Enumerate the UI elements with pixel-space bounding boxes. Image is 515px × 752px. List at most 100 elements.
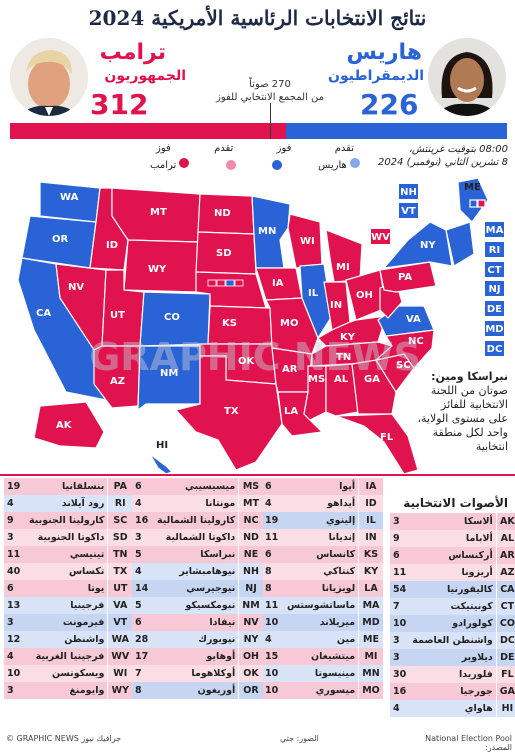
ev-state-name: نيوهامبشاير <box>179 566 236 577</box>
ev-votes: 4 <box>135 566 142 577</box>
label-GA: GA <box>364 374 380 385</box>
ev-row-IN: 11 إنديانا IN <box>262 529 383 546</box>
trump-votes: 312 <box>90 88 149 121</box>
ev-votes: 3 <box>393 635 400 646</box>
label-NY: NY <box>420 240 436 251</box>
label-MI: MI <box>336 262 350 273</box>
ev-abbr: NH <box>238 563 263 580</box>
label-AK: AK <box>56 420 73 431</box>
ev-abbr: FL <box>495 666 515 683</box>
ev-row-VA: 13 فرجينيا VA <box>4 597 133 614</box>
ev-abbr: OH <box>238 648 263 665</box>
ev-row-NH: 4 نيوهامبشاير NH <box>132 563 263 580</box>
ev-row-ID: 4 أيداهو ID <box>262 495 383 512</box>
ev-votes: 30 <box>393 669 407 680</box>
ev-state-name: مينيسوتا <box>314 668 356 679</box>
ev-votes: 3 <box>7 532 14 543</box>
ev-votes: 28 <box>135 634 149 645</box>
ev-votes: 5 <box>135 549 142 560</box>
label-WY: WY <box>148 264 167 275</box>
ev-state-name: ميسيسيبي <box>184 481 236 492</box>
ev-row-UT: 6 يوتا UT <box>4 580 133 597</box>
badge-CT: CT <box>484 261 505 278</box>
ev-row-NE: 5 نبراسكا NE <box>132 546 263 563</box>
badge-NJ: NJ <box>484 280 505 297</box>
ev-votes: 6 <box>135 617 142 628</box>
ev-state-name: ميسوري <box>315 685 356 696</box>
timestamp-date: 8 تشرين الثاني (نوفمبر) 2024 <box>377 157 508 168</box>
ev-votes: 3 <box>7 685 14 696</box>
ev-abbr: NJ <box>238 580 263 597</box>
threshold-count: 270 صوتاً <box>249 79 291 90</box>
ev-row-KY: 8 كنتاكي KY <box>262 563 383 580</box>
badge-RI: RI <box>484 241 505 258</box>
ev-votes: 10 <box>265 685 279 696</box>
label-PA: PA <box>398 272 412 283</box>
label-OH: OH <box>356 290 373 301</box>
nebraska-maine-title: نبراسكا ومين: <box>431 370 508 383</box>
ev-state-name: نيويورك <box>198 634 236 645</box>
ev-abbr: SD <box>107 529 133 546</box>
ev-abbr: WY <box>107 682 133 699</box>
ev-abbr: TN <box>107 546 133 563</box>
label-MT: MT <box>150 207 167 218</box>
ev-votes: 11 <box>393 567 407 578</box>
ev-row-CO: 10 كولورادو CO <box>390 615 515 632</box>
ev-state-name: أوكلاهوما <box>191 668 236 679</box>
ev-abbr: MA <box>358 597 383 614</box>
nebraska-maine-line: على مستوى الولاية، <box>417 412 508 425</box>
ev-state-name: جورجيا <box>460 686 493 697</box>
ev-state-name: واشنطن <box>64 634 105 645</box>
ev-state-name: داكوتا الجنوبية <box>37 532 105 543</box>
ev-abbr: IA <box>358 478 383 495</box>
ev-votes: 6 <box>265 481 272 492</box>
label-ND: ND <box>214 208 231 219</box>
ev-votes: 10 <box>265 668 279 679</box>
ev-row-NY: 28 نيويورك NY <box>132 631 263 648</box>
maine-district-2 <box>477 199 486 208</box>
ev-state-name: فيرمونت <box>62 617 105 628</box>
ev-row-MA: 11 ماساتشوستس MA <box>262 597 383 614</box>
ev-row-OK: 7 أوكلاهوما OK <box>132 665 263 682</box>
ev-abbr: UT <box>107 580 133 597</box>
threshold-label: 270 صوتاً من المجمع الانتخابي للفوز <box>210 78 330 104</box>
ev-row-VT: 3 فيرمونت VT <box>4 614 133 631</box>
nebraska-maine-line: انتخابية <box>475 440 508 453</box>
ev-abbr: KY <box>358 563 383 580</box>
threshold-sublabel: من المجمع الانتخابي للفوز <box>216 92 324 103</box>
ev-abbr: OR <box>238 682 263 699</box>
ev-row-IL: 19 إلينوي IL <box>262 512 383 529</box>
nebraska-districts <box>207 279 244 287</box>
ev-abbr: NY <box>238 631 263 648</box>
us-map: GRAPHIC NEWS WA OR CA NV ID MT WY UT AZ … <box>17 177 489 475</box>
timestamp: 08:00 بتوقيت غرينتش، 8 تشرين الثاني (نوف… <box>368 143 508 169</box>
ev-row-DC: 3 واشنطن العاصمة DC <box>390 632 515 649</box>
legend-harris-win-swatch <box>271 159 282 170</box>
ev-state-name: فرجينيا الغربية <box>35 651 105 662</box>
ev-state-name: أركنساس <box>448 550 493 561</box>
ev-column-col4: 19 بنسلفانيا PA 4 رود آيلاند RI 9 كارولينا الجن… <box>4 478 133 699</box>
trump-photo <box>10 38 88 116</box>
ev-votes: 15 <box>265 651 279 662</box>
ev-state-name: ويسكونسن <box>51 668 105 679</box>
label-MN: MN <box>258 226 276 237</box>
label-VA: VA <box>406 314 421 325</box>
legend-trump-win-swatch <box>179 158 190 168</box>
nebraska-maine-line: واحد لكل منطقة <box>432 426 508 439</box>
badge-MD: MD <box>484 320 505 337</box>
nebraska-maine-note: نبراسكا ومين: صوتان من اللجنة الانتخابية… <box>404 370 508 454</box>
badge-NH: NH <box>398 183 419 200</box>
ev-row-ME: 4 مين ME <box>262 631 383 648</box>
ev-row-WY: 3 وايومنغ WY <box>4 682 133 699</box>
ev-votes: 40 <box>7 566 21 577</box>
label-TN: TN <box>336 352 351 363</box>
legend-win-label: فوز <box>276 143 292 154</box>
ev-state-name: كانساس <box>316 549 356 560</box>
ev-abbr: PA <box>107 478 133 495</box>
ev-votes: 4 <box>7 498 14 509</box>
ev-state-name: وايومنغ <box>69 685 105 696</box>
label-NM: NM <box>160 368 178 379</box>
ev-abbr: LA <box>358 580 383 597</box>
label-ME: ME <box>464 182 481 193</box>
ev-state-name: فرجينيا <box>70 600 105 611</box>
